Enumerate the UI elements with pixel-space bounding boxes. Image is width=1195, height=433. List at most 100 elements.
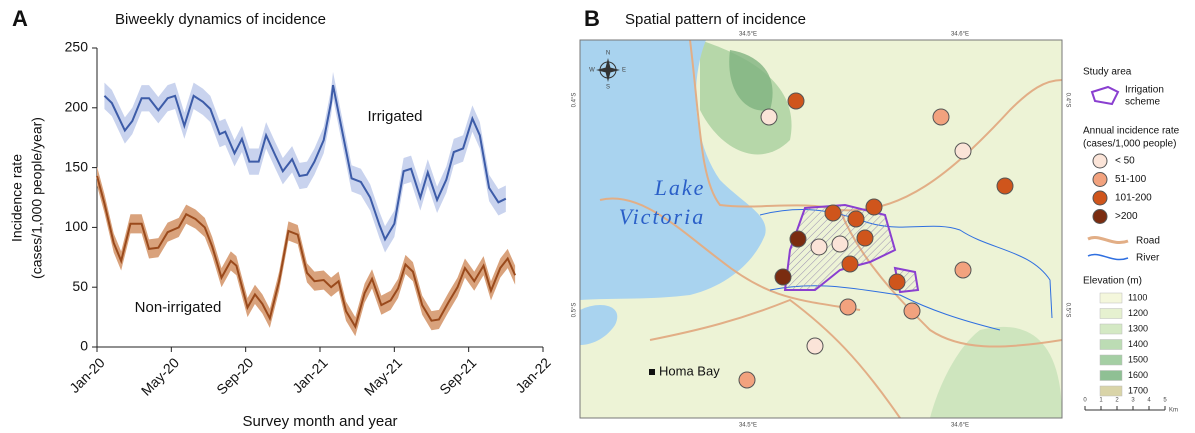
site (739, 372, 755, 388)
x-tick-label: May-20 (138, 354, 182, 398)
x-tick-label: Jan-22 (512, 354, 554, 396)
y-tick-label: 250 (65, 39, 89, 55)
x-tick-label: Sep-20 (213, 354, 256, 397)
legend-label: 1200 (1128, 308, 1148, 318)
site (840, 299, 856, 315)
panel-letter: A (12, 6, 28, 31)
y-axis-label: Incidence rate (9, 154, 25, 242)
town-label: Homa Bay (659, 363, 720, 378)
site (761, 109, 777, 125)
lat-label: 0.5°S (1064, 303, 1070, 318)
site (889, 274, 905, 290)
legend-swatch (1093, 191, 1107, 205)
scale-label: 5 (1163, 398, 1167, 404)
series-label: Non-irrigated (135, 299, 222, 316)
lake-label: Lake (654, 175, 706, 200)
legend-label: 1300 (1128, 323, 1148, 333)
figure: A Biweekly dynamics of incidence B Spati… (0, 0, 1195, 433)
site (904, 303, 920, 319)
legend-swatch (1100, 309, 1122, 319)
compass-letter: E (622, 68, 626, 74)
y-tick-label: 100 (65, 218, 89, 234)
legend-swatch (1092, 87, 1118, 104)
legend-swatch (1088, 254, 1128, 259)
scale-label: 0 (1083, 398, 1087, 404)
x-tick-label: Jan-20 (66, 354, 108, 396)
legend-label: 101-200 (1115, 193, 1152, 204)
legend-swatch (1093, 173, 1107, 187)
site (832, 236, 848, 252)
legend-swatch (1100, 371, 1122, 381)
site (788, 93, 804, 109)
legend-title: Annual incidence rate (1083, 126, 1180, 137)
legend-label: 1600 (1128, 370, 1148, 380)
legend-swatch (1093, 210, 1107, 224)
site (955, 262, 971, 278)
site (857, 230, 873, 246)
lat-label: 0.4°S (572, 93, 578, 108)
legend-swatch (1100, 386, 1122, 396)
chart-title: Biweekly dynamics of incidence (115, 11, 326, 28)
legend-title: (cases/1,000 people) (1083, 139, 1176, 150)
legend-swatch (1088, 237, 1128, 242)
lat-label: 0.5°S (572, 303, 578, 318)
legend-label: 1700 (1128, 385, 1148, 395)
legend-label: < 50 (1115, 156, 1135, 167)
legend-label: 1400 (1128, 339, 1148, 349)
scale-label: 1 (1099, 398, 1103, 404)
site (955, 143, 971, 159)
legend-label: 1500 (1128, 354, 1148, 364)
scale-unit: Km (1169, 408, 1178, 414)
legend-swatch (1100, 340, 1122, 350)
lat-label: 0.4°S (1064, 93, 1070, 108)
site (790, 231, 806, 247)
y-tick-label: 200 (65, 99, 89, 115)
compass-letter: W (589, 68, 595, 74)
site (825, 205, 841, 221)
legend-label: Irrigation (1125, 85, 1164, 96)
panel-letter: B (584, 6, 600, 31)
x-tick-label: May-21 (361, 354, 405, 398)
legend-label: River (1136, 253, 1160, 264)
site (866, 199, 882, 215)
scale-label: 2 (1115, 398, 1119, 404)
legend-swatch (1093, 154, 1107, 168)
compass-letter: N (606, 51, 610, 57)
lake-label: Victoria (619, 204, 705, 229)
lon-label: 34.5°E (739, 423, 757, 429)
x-axis-label: Survey month and year (242, 413, 397, 430)
site (997, 178, 1013, 194)
y-axis-label: (cases/1,000 people/year) (29, 117, 45, 279)
legend-title: Study area (1083, 67, 1132, 78)
scale-label: 3 (1131, 398, 1135, 404)
lon-label: 34.6°E (951, 423, 969, 429)
site (811, 239, 827, 255)
legend-swatch (1100, 324, 1122, 334)
x-tick-label: Jan-21 (289, 354, 331, 396)
site (807, 338, 823, 354)
site (842, 256, 858, 272)
x-tick-label: Sep-21 (436, 354, 479, 397)
map-title: Spatial pattern of incidence (625, 11, 806, 28)
legend-label: 51-100 (1115, 174, 1147, 185)
y-tick-label: 0 (80, 338, 88, 354)
compass-letter: S (606, 85, 610, 91)
scale-label: 4 (1147, 398, 1151, 404)
town-marker (649, 369, 655, 375)
lon-label: 34.5°E (739, 32, 757, 38)
legend-label: 1100 (1128, 292, 1147, 302)
legend-swatch (1100, 293, 1122, 303)
y-tick-label: 150 (65, 158, 89, 174)
site (775, 269, 791, 285)
series-label: Irrigated (367, 108, 422, 125)
confidence-band (104, 72, 505, 253)
lon-label: 34.6°E (951, 32, 969, 38)
site (933, 109, 949, 125)
site (848, 211, 864, 227)
y-tick-label: 50 (72, 278, 88, 294)
legend-label: Road (1136, 236, 1160, 247)
legend-swatch (1100, 355, 1122, 365)
legend-label: scheme (1125, 97, 1160, 108)
legend-label: >200 (1115, 211, 1138, 222)
legend-title: Elevation (m) (1083, 276, 1142, 287)
